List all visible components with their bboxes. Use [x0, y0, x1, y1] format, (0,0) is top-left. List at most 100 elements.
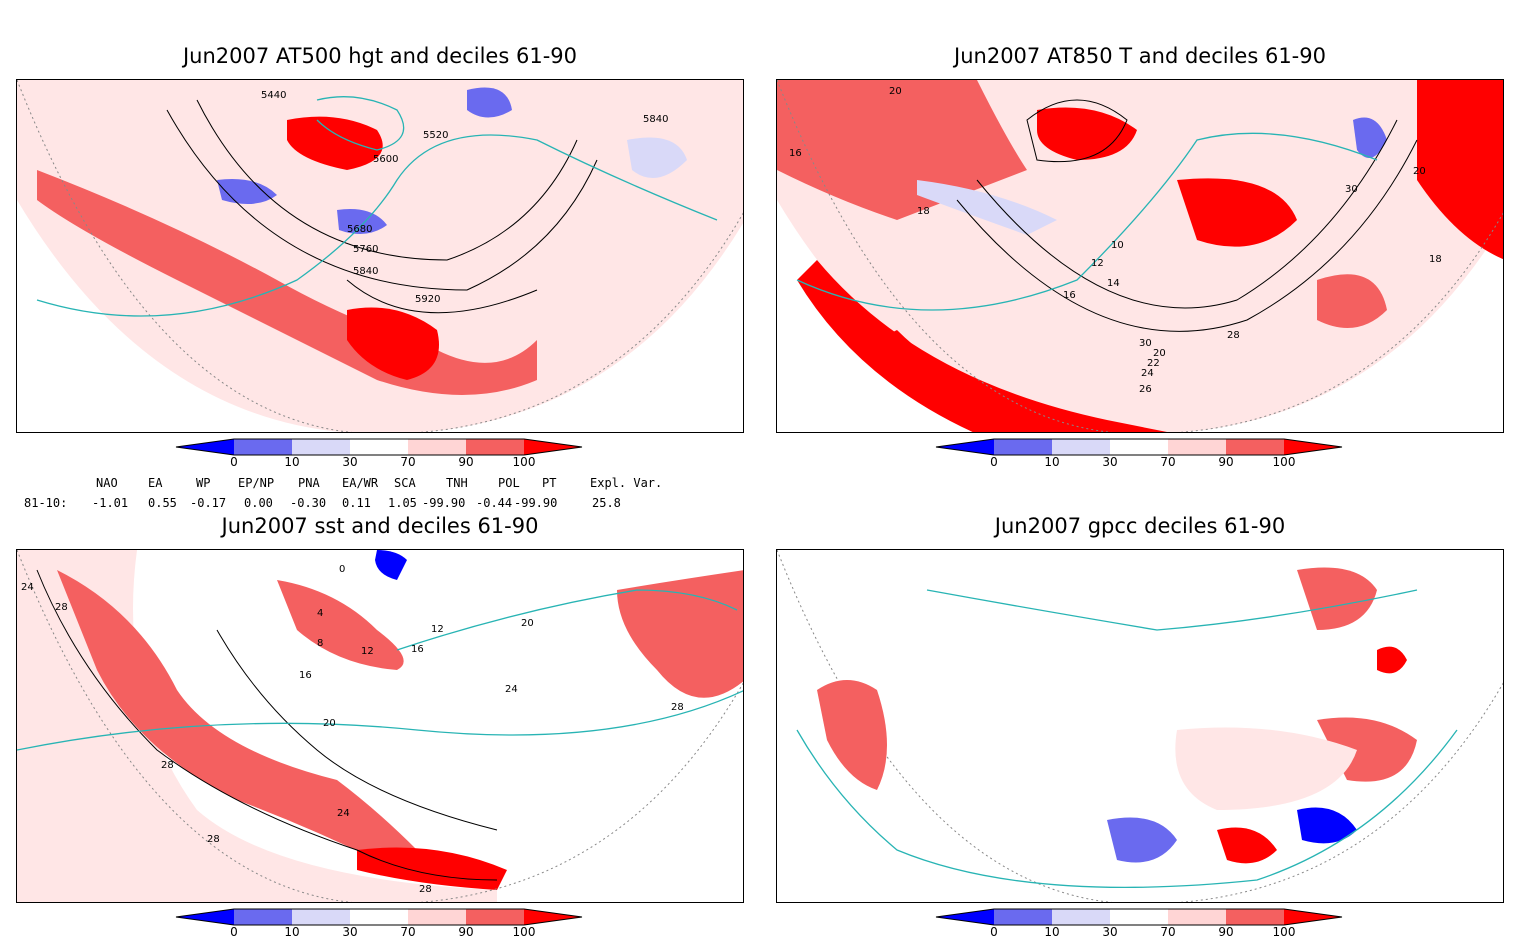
index-value: -0.44: [476, 496, 513, 510]
contour-label: 5920: [415, 294, 440, 305]
contour-label: 26: [1139, 384, 1152, 395]
contour-label: 5760: [353, 244, 378, 255]
index-header: POL: [498, 476, 520, 490]
contour-label: 28: [55, 602, 68, 613]
index-header: Expl. Var.: [590, 476, 663, 490]
colorbar-tick: 10: [284, 455, 300, 469]
contour-label: 28: [419, 884, 432, 895]
contour-label: 16: [411, 644, 424, 655]
contour-label: 5520: [423, 130, 448, 141]
contour-label: 18: [1429, 254, 1442, 265]
colorbar-tick: 0: [990, 455, 998, 469]
contour-label: 20: [521, 618, 534, 629]
colorbar-tick: 30: [1102, 455, 1118, 469]
contour-label: 30: [1345, 184, 1358, 195]
contour-label: 24: [505, 684, 518, 695]
index-value: -0.17: [190, 496, 227, 510]
index-header: SCA: [394, 476, 416, 490]
contour-label: 14: [1107, 278, 1120, 289]
colorbar-tick: 10: [1044, 455, 1060, 469]
contour-label: 30: [1139, 338, 1152, 349]
contour-label: 5600: [373, 154, 398, 165]
contour-label: 10: [1111, 240, 1124, 251]
contour-label: 12: [1091, 258, 1104, 269]
contour-label: 5840: [353, 266, 378, 277]
contour-label: 28: [161, 760, 174, 771]
colorbar-tick: 10: [1044, 925, 1060, 939]
colorbar-tick: 90: [458, 455, 474, 469]
index-value: -0.30: [290, 496, 327, 510]
contour-label: 24: [1141, 368, 1154, 379]
contour-label: 5440: [261, 90, 286, 101]
contour-label: 24: [21, 582, 34, 593]
map-500hgt: 5440 5520 5600 5680 5760 5840 5840 5920: [17, 80, 743, 432]
colorbar-tick: 100: [1272, 925, 1296, 939]
colorbar-tick: 70: [400, 925, 416, 939]
colorbar-tick: 30: [342, 455, 358, 469]
contour-label: 4: [317, 608, 323, 619]
contour-label: 20: [889, 86, 902, 97]
index-value: 25.8: [592, 496, 621, 510]
index-value: -99.90: [422, 496, 466, 510]
index-header: EA/WR: [342, 476, 379, 490]
colorbar-bottom-left: 0 10 30 70 90 100: [170, 908, 590, 948]
colorbar-tick: 90: [1218, 455, 1234, 469]
index-value: -1.01: [92, 496, 129, 510]
contour-label: 20: [1153, 348, 1166, 359]
contour-label: 12: [431, 624, 444, 635]
panel-title-500hgt: Jun2007 AT500 hgt and deciles 61-90: [182, 44, 577, 68]
colorbar-top-left: 0 10 30 70 90 100: [170, 438, 590, 478]
index-value: -99.90: [514, 496, 558, 510]
panel-title-sst: Jun2007 sst and deciles 61-90: [221, 514, 539, 538]
colorbar-tick: 70: [1160, 455, 1176, 469]
colorbar-tick: 90: [458, 925, 474, 939]
colorbar-top-right: 0 10 30 70 90 100: [930, 438, 1350, 478]
contour-label: 20: [1413, 166, 1426, 177]
contour-label: 12: [361, 646, 374, 657]
colorbar-tick: 100: [512, 455, 536, 469]
colorbar-tick: 70: [1160, 925, 1176, 939]
colorbar-tick: 0: [990, 925, 998, 939]
colorbar-tick: 0: [230, 455, 238, 469]
contour-label: 16: [789, 148, 802, 159]
index-header: WP: [196, 476, 211, 490]
index-header: PNA: [298, 476, 320, 490]
contour-label: 20: [323, 718, 336, 729]
contour-label: 22: [1147, 358, 1160, 369]
contour-label: 28: [671, 702, 684, 713]
map-gpcc: [777, 550, 1503, 902]
contour-label: 16: [1063, 290, 1076, 301]
contour-label: 18: [917, 206, 930, 217]
map-panel-500hgt: 5440 5520 5600 5680 5760 5840 5840 5920: [16, 79, 744, 433]
contour-label: 5840: [643, 114, 668, 125]
contour-label: 16: [299, 670, 312, 681]
index-value: 0.55: [148, 496, 177, 510]
index-header: NAO: [96, 476, 118, 490]
contour-label: 0: [339, 564, 345, 575]
index-header: EA: [148, 476, 163, 490]
colorbar-tick: 30: [1102, 925, 1118, 939]
colorbar-bottom-right: 0 10 30 70 90 100: [930, 908, 1350, 948]
panel-title-850t: Jun2007 AT850 T and deciles 61-90: [954, 44, 1326, 68]
colorbar-tick: 70: [400, 455, 416, 469]
index-header: EP/NP: [238, 476, 275, 490]
panel-title-gpcc: Jun2007 gpcc deciles 61-90: [994, 514, 1286, 538]
contour-label: 28: [207, 834, 220, 845]
colorbar-tick: 30: [342, 925, 358, 939]
index-value: 0.00: [244, 496, 273, 510]
index-header: TNH: [446, 476, 468, 490]
contour-label: 28: [1227, 330, 1240, 341]
index-header: PT: [542, 476, 557, 490]
map-panel-gpcc: [776, 549, 1504, 903]
contour-label: 24: [337, 808, 350, 819]
index-row-label: 81-10:: [24, 496, 68, 510]
map-sst: 24 28 16 20 24 28 28 28 0 4 8 12 12 16 2…: [17, 550, 743, 902]
contour-label: 8: [317, 638, 323, 649]
map-850t: 20 16 18 10 12 14 16 28 30 18 30 20 18 2…: [777, 80, 1503, 432]
index-value: 0.11: [342, 496, 371, 510]
colorbar-tick: 100: [512, 925, 536, 939]
colorbar-tick: 90: [1218, 925, 1234, 939]
index-value: 1.05: [388, 496, 417, 510]
map-panel-850t: 20 16 18 10 12 14 16 28 30 18 30 20 18 2…: [776, 79, 1504, 433]
colorbar-tick: 0: [230, 925, 238, 939]
